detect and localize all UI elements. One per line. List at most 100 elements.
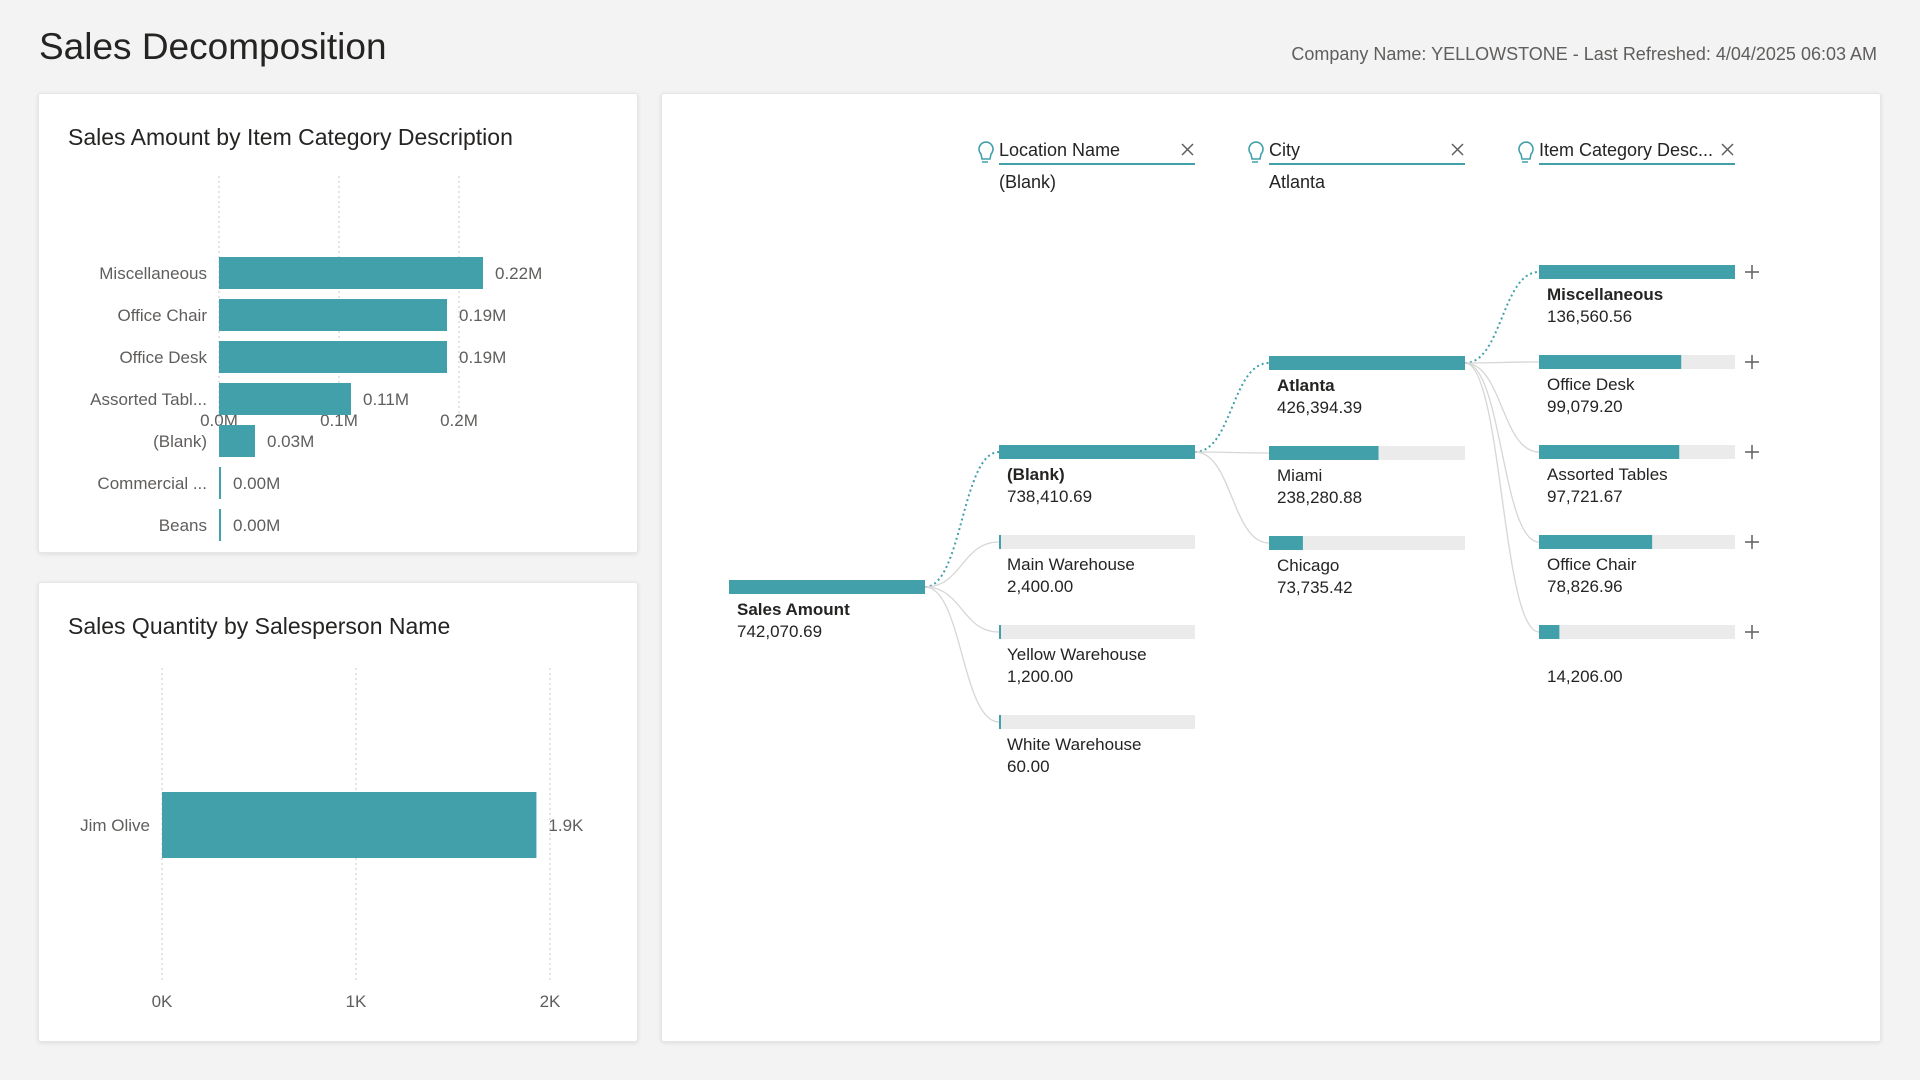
node-label: Yellow Warehouse xyxy=(1007,645,1147,664)
node-value: 2,400.00 xyxy=(1007,577,1073,596)
bar[interactable] xyxy=(162,792,537,858)
node-value: 99,079.20 xyxy=(1547,397,1623,416)
tree-connector xyxy=(924,586,1000,633)
tree-connector xyxy=(924,451,1000,588)
lightbulb-icon[interactable] xyxy=(1518,141,1534,163)
node-bar[interactable] xyxy=(999,445,1195,459)
node-track xyxy=(1539,625,1735,639)
node-label: Main Warehouse xyxy=(1007,555,1135,574)
category-label: Office Desk xyxy=(119,348,207,367)
x-tick-label: 1K xyxy=(346,992,367,1011)
decomposition-tree-card[interactable]: Location Name (Blank) City Atlanta Item Cate… xyxy=(661,93,1881,1042)
node-value: 738,410.69 xyxy=(1007,487,1092,506)
node-track xyxy=(999,625,1195,639)
level-name: Item Category Desc... xyxy=(1539,140,1713,160)
card-title: Sales Amount by Item Category Descriptio… xyxy=(68,124,513,150)
node-bar[interactable] xyxy=(999,715,1001,729)
bar[interactable] xyxy=(219,509,221,541)
node-label: Office Chair xyxy=(1547,555,1637,574)
node-value: 238,280.88 xyxy=(1277,488,1362,507)
node-label: Miscellaneous xyxy=(1547,285,1663,304)
node-bar[interactable] xyxy=(1539,535,1653,549)
data-label: 0.00M xyxy=(233,474,280,493)
node-value: 73,735.42 xyxy=(1277,578,1353,597)
lightbulb-icon[interactable] xyxy=(978,141,994,163)
bar[interactable] xyxy=(219,299,447,331)
tree-connector xyxy=(1194,362,1270,453)
node-value: 97,721.67 xyxy=(1547,487,1623,506)
node-label: Office Desk xyxy=(1547,375,1635,394)
lightbulb-icon[interactable] xyxy=(1248,141,1264,163)
expand-plus-icon[interactable] xyxy=(1745,535,1759,549)
level-selected-value: Atlanta xyxy=(1269,172,1326,192)
bar[interactable] xyxy=(219,467,221,499)
close-icon[interactable] xyxy=(1721,143,1734,156)
tree-connector xyxy=(1194,451,1270,544)
data-label: 0.19M xyxy=(459,306,506,325)
tree-connector xyxy=(1464,362,1540,453)
root-bar[interactable] xyxy=(729,580,925,594)
expand-plus-icon[interactable] xyxy=(1745,355,1759,369)
level-selected-value: (Blank) xyxy=(999,172,1056,192)
card-title: Sales Quantity by Salesperson Name xyxy=(68,613,451,639)
node-value: 742,070.69 xyxy=(737,622,822,641)
node-bar[interactable] xyxy=(1269,446,1379,460)
node-value: 60.00 xyxy=(1007,757,1050,776)
sales-quantity-by-salesperson-card[interactable]: Sales Quantity by Salesperson Name 0K 1K 2… xyxy=(38,582,638,1042)
category-label: Miscellaneous xyxy=(99,264,207,283)
bar[interactable] xyxy=(219,383,351,415)
node-label: Chicago xyxy=(1277,556,1339,575)
category-label: Office Chair xyxy=(118,306,208,325)
bar[interactable] xyxy=(219,341,447,373)
x-tick-label: 0K xyxy=(152,992,173,1011)
data-label: 0.11M xyxy=(363,390,409,409)
data-label: 0.03M xyxy=(267,432,314,451)
node-label: (Blank) xyxy=(1007,465,1065,484)
category-label: Commercial ... xyxy=(97,474,207,493)
node-bar[interactable] xyxy=(1539,445,1680,459)
category-label: (Blank) xyxy=(153,432,207,451)
level-name: City xyxy=(1269,140,1300,160)
node-bar[interactable] xyxy=(999,535,1001,549)
tree-connector xyxy=(924,541,1000,588)
node-bar[interactable] xyxy=(1539,265,1735,279)
close-icon[interactable] xyxy=(1181,143,1194,156)
close-icon[interactable] xyxy=(1451,143,1464,156)
node-value: 136,560.56 xyxy=(1547,307,1632,326)
category-label: Assorted Tabl... xyxy=(90,390,207,409)
node-label: White Warehouse xyxy=(1007,735,1141,754)
level-name: Location Name xyxy=(999,140,1120,160)
node-bar[interactable] xyxy=(1539,355,1682,369)
tree-connector xyxy=(1464,362,1540,543)
node-track xyxy=(999,535,1195,549)
node-track xyxy=(1269,536,1465,550)
bar[interactable] xyxy=(219,257,483,289)
category-label: Jim Olive xyxy=(80,816,150,835)
expand-plus-icon[interactable] xyxy=(1745,625,1759,639)
x-tick-label: 2K xyxy=(540,992,561,1011)
data-label: 1.9K xyxy=(548,816,584,835)
sales-amount-by-category-card[interactable]: Sales Amount by Item Category Descriptio… xyxy=(38,93,638,553)
decomposition-tree: Location Name (Blank) City Atlanta Item Cate… xyxy=(729,140,1759,776)
data-label: 0.19M xyxy=(459,348,506,367)
data-label: 0.00M xyxy=(233,516,280,535)
node-bar[interactable] xyxy=(999,625,1001,639)
node-bar[interactable] xyxy=(1269,536,1303,550)
category-label: Beans xyxy=(159,516,207,535)
node-bar[interactable] xyxy=(1269,356,1465,370)
tree-connector xyxy=(1464,361,1540,364)
tree-connector xyxy=(1464,362,1540,633)
page-title: Sales Decomposition xyxy=(39,26,387,67)
expand-plus-icon[interactable] xyxy=(1745,265,1759,279)
node-label: Sales Amount xyxy=(737,600,850,619)
salesperson-bar-chart: 0K 1K 2K Jim Olive 1.9K xyxy=(80,668,584,1011)
data-label: 0.22M xyxy=(495,264,542,283)
expand-plus-icon[interactable] xyxy=(1745,445,1759,459)
x-tick-label: 0.2M xyxy=(440,411,478,430)
node-value: 1,200.00 xyxy=(1007,667,1073,686)
bar[interactable] xyxy=(219,425,255,457)
node-value: 426,394.39 xyxy=(1277,398,1362,417)
node-bar[interactable] xyxy=(1539,625,1560,639)
tree-connector xyxy=(924,586,1000,723)
